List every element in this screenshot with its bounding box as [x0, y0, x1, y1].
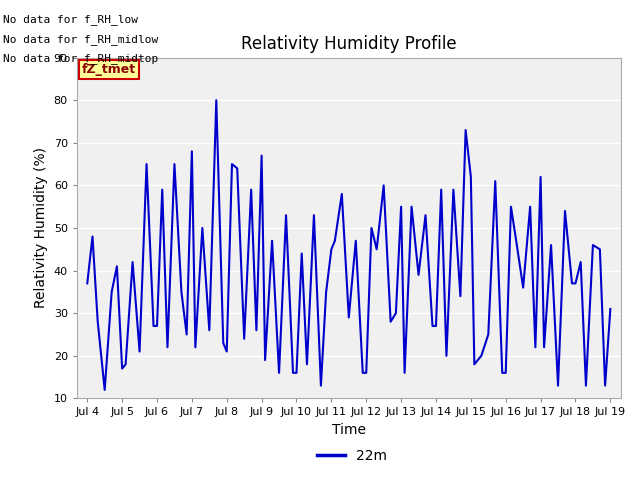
Text: fZ_tmet: fZ_tmet [82, 63, 136, 76]
Legend: 22m: 22m [312, 443, 392, 468]
Text: No data for f_RH_midtop: No data for f_RH_midtop [3, 53, 159, 64]
Text: No data for f_RH_midlow: No data for f_RH_midlow [3, 34, 159, 45]
Title: Relativity Humidity Profile: Relativity Humidity Profile [241, 35, 456, 53]
Y-axis label: Relativity Humidity (%): Relativity Humidity (%) [34, 147, 48, 309]
X-axis label: Time: Time [332, 423, 366, 437]
Text: No data for f_RH_low: No data for f_RH_low [3, 14, 138, 25]
